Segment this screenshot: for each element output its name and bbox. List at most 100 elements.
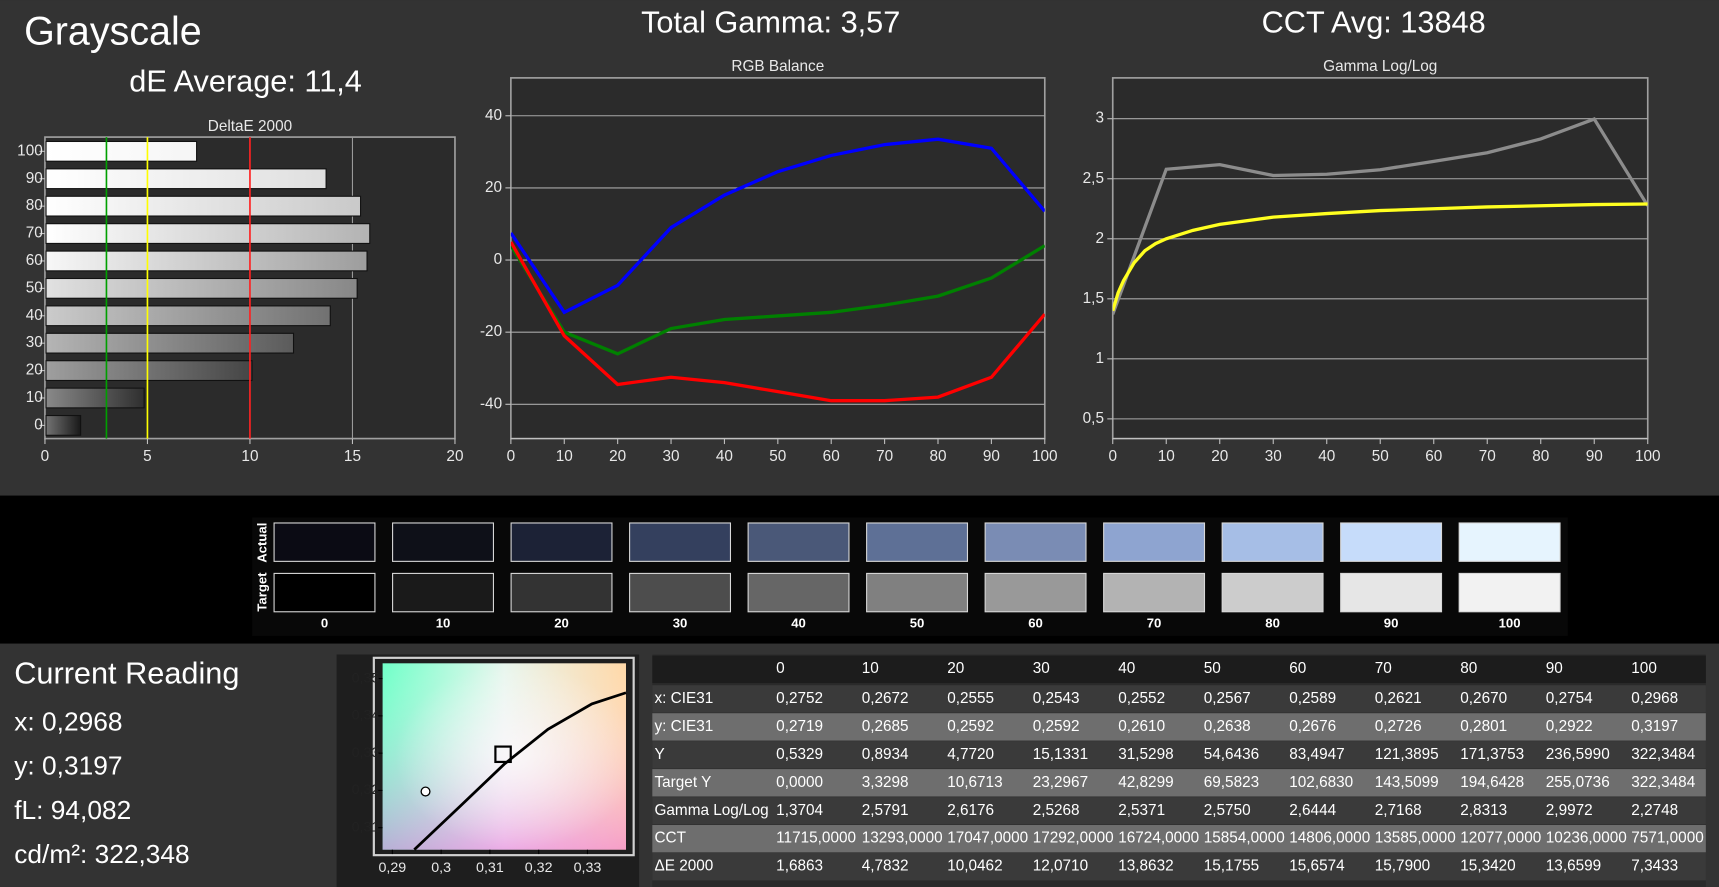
table-cell: ΔE 2000 [654, 858, 713, 875]
table-cell: 7571,0000 [1631, 830, 1703, 847]
actual-swatch [510, 522, 613, 562]
table-cell: 322,3484 [1631, 774, 1695, 791]
actual-swatch [984, 522, 1087, 562]
table-cell: 0,2672 [862, 690, 909, 707]
table-header-bg [652, 655, 1706, 684]
table-cell: 2,8313 [1460, 802, 1507, 819]
table-cell: 322,3484 [1631, 746, 1695, 763]
target-swatch [866, 572, 969, 613]
table-header-cell: 20 [947, 660, 964, 677]
category-label: 90 [26, 170, 43, 187]
table-cell: Y [654, 746, 664, 763]
x-tick-label: 0 [507, 448, 516, 465]
category-label: 80 [26, 197, 43, 214]
table-cell: 2,6176 [947, 802, 994, 819]
x-tick-label: 0,33 [574, 860, 602, 876]
cct-avg: CCT Avg: 13848 [1262, 4, 1486, 39]
table-cell: 15854,0000 [1204, 830, 1285, 847]
table-cell: 12077,0000 [1460, 830, 1541, 847]
x-tick-label: 30 [663, 448, 680, 465]
table-cell: 194,6428 [1460, 774, 1524, 791]
y-tick-label: 0,33 [352, 745, 380, 761]
bar [45, 414, 82, 436]
x-tick-label: 0,32 [525, 860, 553, 876]
table-cell: 23,2967 [1033, 774, 1088, 791]
table-cell: 0,3197 [1631, 718, 1678, 735]
table-cell: 121,3895 [1375, 746, 1439, 763]
x-tick-label: 15 [344, 448, 361, 465]
table-cell: Target Y [654, 774, 711, 791]
category-label: 20 [26, 362, 43, 379]
target-swatch [1458, 572, 1561, 613]
table-cell: 2,5791 [862, 802, 909, 819]
target-marker [494, 745, 512, 764]
table-cell: 2,9972 [1546, 802, 1593, 819]
table-cell: 0,2638 [1204, 718, 1251, 735]
category-label: 40 [26, 307, 43, 324]
table-cell: 0,8934 [862, 746, 909, 763]
table-cell: 0,2685 [862, 718, 909, 735]
x-tick-label: 100 [1635, 448, 1661, 465]
y-tick-label: 3 [1095, 110, 1104, 127]
table-cell: 1,3704 [776, 802, 823, 819]
table-cell: 83,4947 [1289, 746, 1344, 763]
swatch-label: 60 [1028, 615, 1043, 630]
y-tick-label: 2 [1095, 230, 1104, 247]
table-cell: 17047,0000 [947, 830, 1028, 847]
table-cell: 143,5099 [1375, 774, 1439, 791]
x-tick-label: 60 [823, 448, 840, 465]
table-cell: 10,6713 [947, 774, 1002, 791]
table-cell: 13293,0000 [862, 830, 943, 847]
table-cell: 1,6863 [776, 858, 823, 875]
table-cell: 0,2592 [1033, 718, 1080, 735]
reading-line: cd/m²: 322,348 [14, 839, 189, 869]
series-line [1112, 202, 1648, 312]
swatch-label: 80 [1265, 615, 1280, 630]
table-cell: 42,8299 [1118, 774, 1173, 791]
table-cell: 13,8632 [1118, 858, 1173, 875]
x-tick-label: 10 [241, 448, 258, 465]
x-tick-label: 50 [1372, 448, 1389, 465]
table-cell: 15,1755 [1204, 858, 1259, 875]
x-tick-label: 70 [1479, 448, 1496, 465]
actual-swatch [392, 522, 494, 562]
actual-swatch [1340, 522, 1443, 562]
actual-swatch [866, 522, 969, 562]
y-tick-label: 0,34 [352, 708, 380, 724]
table-cell: 0,2567 [1204, 690, 1251, 707]
table-header-cell: 0 [776, 660, 785, 677]
target-swatch [1340, 572, 1443, 613]
table-cell: 0,2621 [1375, 690, 1422, 707]
target-swatch [273, 572, 376, 613]
table-cell: 0,2726 [1375, 718, 1422, 735]
x-tick-label: 0,31 [476, 860, 504, 876]
table-cell: 0,5329 [776, 746, 823, 763]
plot-area [1111, 77, 1649, 440]
table-cell: 12,0710 [1033, 858, 1088, 875]
x-tick-label: 10 [1158, 448, 1175, 465]
y-tick-label: 0,32 [352, 782, 380, 798]
category-label: 10 [26, 389, 43, 406]
table-cell: 54,6436 [1204, 746, 1259, 763]
y-tick-label: 1,5 [1083, 290, 1104, 307]
table-cell: 0,2719 [776, 718, 823, 735]
bar [45, 360, 253, 382]
bar [45, 387, 145, 409]
x-tick-label: 80 [929, 448, 946, 465]
table-cell: 10,0462 [947, 858, 1002, 875]
table-cell: 2,5750 [1204, 802, 1251, 819]
table-header-cell: 80 [1460, 660, 1477, 677]
y-tick-label: 20 [485, 179, 502, 196]
plot-area [510, 77, 1046, 440]
series-line [510, 137, 1045, 315]
x-tick-label: 100 [1032, 448, 1058, 465]
category-label: 50 [26, 279, 43, 296]
category-label: 60 [26, 252, 43, 269]
table-cell: 0,2754 [1546, 690, 1593, 707]
target-swatch [1103, 572, 1206, 613]
reading-title: Current Reading [14, 655, 239, 690]
bar [45, 195, 362, 217]
table-cell: 2,2748 [1631, 802, 1678, 819]
table-row-bg [652, 825, 1706, 853]
locus-line [413, 691, 627, 851]
